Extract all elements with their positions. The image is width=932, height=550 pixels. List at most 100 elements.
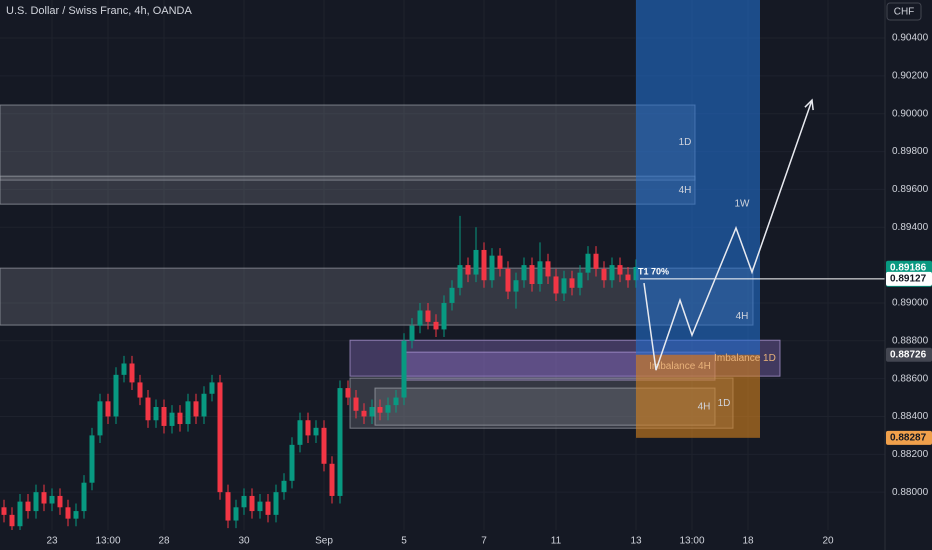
candle-body xyxy=(521,265,527,281)
candle-body xyxy=(489,255,495,281)
candle-body xyxy=(473,249,479,275)
candle-body xyxy=(537,261,543,285)
zone-label: 1D xyxy=(679,137,692,148)
candle-body xyxy=(225,492,231,521)
y-tick-label: 0.90200 xyxy=(892,71,929,82)
candle-body xyxy=(161,407,167,426)
candle-body xyxy=(1,507,7,515)
position xyxy=(636,0,760,438)
candle-body xyxy=(73,511,79,519)
candle-body xyxy=(401,340,407,398)
x-tick-label: 13 xyxy=(630,536,642,547)
candle-body xyxy=(113,374,119,417)
candle-body xyxy=(97,401,103,436)
x-tick-label: Sep xyxy=(315,536,333,547)
y-tick-label: 0.88600 xyxy=(892,373,929,384)
x-tick-label: 5 xyxy=(401,536,407,547)
candle-body xyxy=(417,310,423,326)
level-price: 0.89127 xyxy=(890,274,927,285)
candle-body xyxy=(457,265,463,288)
candle-body xyxy=(377,407,383,413)
candles xyxy=(1,215,639,530)
y-tick-label: 0.89400 xyxy=(892,222,929,233)
candle-body xyxy=(89,435,95,483)
candle-body xyxy=(505,268,511,292)
symbol-title: U.S. Dollar / Swiss Franc, 4h, OANDA xyxy=(6,5,192,17)
candle-body xyxy=(321,427,327,464)
x-tick-label: 11 xyxy=(551,536,562,547)
candle-body xyxy=(25,501,31,512)
candle-body xyxy=(529,265,535,285)
y-tick-label: 0.89000 xyxy=(892,298,929,309)
zone-label: Imbalance 1D xyxy=(714,353,776,364)
y-tick-label: 0.90000 xyxy=(892,108,929,119)
candle-body xyxy=(369,407,375,417)
level-label: T1 70% xyxy=(638,266,669,276)
currency-label[interactable]: CHF xyxy=(894,7,915,18)
candle-body xyxy=(561,278,567,294)
candle-body xyxy=(577,272,583,288)
candle-body xyxy=(273,492,279,515)
zone-label: 4H xyxy=(679,185,692,196)
zone-label: 4H xyxy=(698,401,711,412)
candle-body xyxy=(281,480,287,493)
x-tick-label: 20 xyxy=(822,536,834,547)
zone-label: 4H xyxy=(736,311,749,322)
last-price: 0.89186 xyxy=(890,262,927,273)
candle-body xyxy=(465,265,471,275)
candle-body xyxy=(17,501,23,527)
candle-body xyxy=(65,507,71,519)
candle-body xyxy=(609,265,615,281)
candle-body xyxy=(153,407,159,421)
candle-body xyxy=(169,412,175,426)
candle-body xyxy=(81,482,87,512)
candle-body xyxy=(569,278,575,288)
entry-price: 0.88726 xyxy=(890,349,927,360)
stop-price: 0.88287 xyxy=(890,432,927,443)
candle-body xyxy=(393,397,399,406)
candle-body xyxy=(297,420,303,445)
candle-body xyxy=(41,492,47,504)
y-tick-label: 0.89800 xyxy=(892,146,929,157)
candle-body xyxy=(585,253,591,273)
stop-price-box xyxy=(886,430,932,445)
zone-label: 1D xyxy=(718,398,731,409)
candle-body xyxy=(313,427,319,436)
candle-body xyxy=(305,420,311,436)
x-tick-label: 18 xyxy=(742,536,754,547)
candle-body xyxy=(265,501,271,515)
candle-body xyxy=(553,276,559,294)
candle-body xyxy=(233,507,239,521)
x-tick-label: 30 xyxy=(238,536,250,547)
candle-body xyxy=(329,463,335,496)
candle-body xyxy=(617,265,623,275)
candle-body xyxy=(385,405,391,413)
candle-body xyxy=(449,287,455,303)
currency-button[interactable] xyxy=(886,2,922,21)
candle-body xyxy=(209,382,215,394)
y-tick-label: 0.88000 xyxy=(892,487,929,498)
x-tick-label: 7 xyxy=(481,536,487,547)
zone xyxy=(0,175,696,205)
candle-body xyxy=(57,495,63,508)
y-tick-label: 0.89600 xyxy=(892,184,929,195)
level-price-box xyxy=(886,271,932,286)
candle-body xyxy=(433,321,439,330)
candle-body xyxy=(545,261,551,277)
candle-body xyxy=(193,401,199,417)
candle-body xyxy=(625,274,631,281)
zone-label: Imbalance 4H xyxy=(649,361,711,372)
position-label: 1W xyxy=(735,199,751,210)
candle-body xyxy=(217,382,223,493)
candle-body xyxy=(361,410,367,417)
candle-body xyxy=(513,280,519,292)
y-tick-label: 0.88200 xyxy=(892,449,929,460)
candle-body xyxy=(49,495,55,504)
candle-body xyxy=(289,444,295,481)
target-zone xyxy=(636,0,760,355)
candle-body xyxy=(601,268,607,281)
x-tick-label: 13:00 xyxy=(679,536,704,547)
